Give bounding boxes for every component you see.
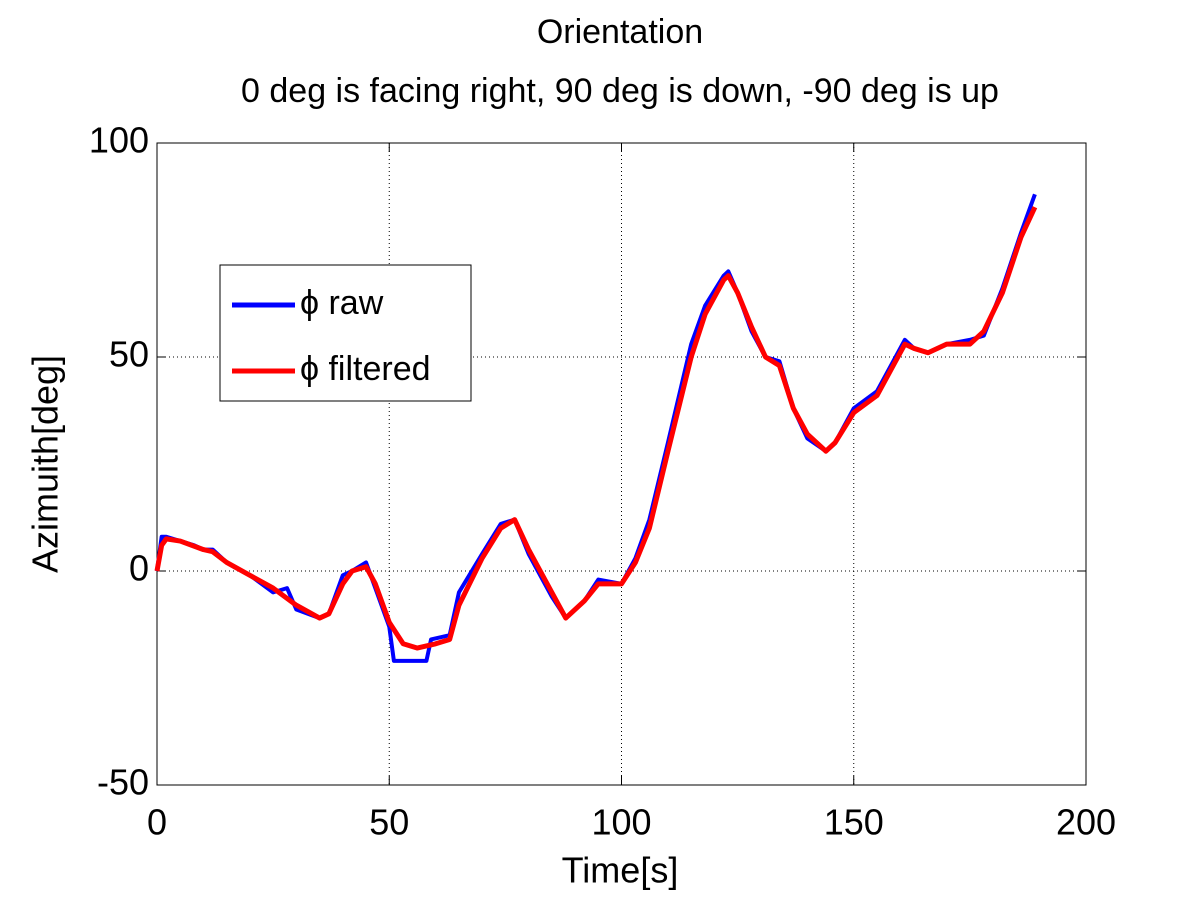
plot-frame [156, 142, 1087, 786]
y-tick-label: -50 [97, 762, 149, 803]
legend-label: ϕ filtered [300, 350, 431, 388]
y-axis-label: Azimuith[deg] [25, 355, 66, 573]
x-tick-label: 200 [1056, 802, 1116, 843]
chart-title: Orientation [537, 13, 703, 51]
x-tick-label: 50 [369, 802, 409, 843]
x-tick-label: 150 [824, 802, 884, 843]
x-tick-label: 100 [591, 802, 651, 843]
legend: ϕ raw ϕ filtered [219, 264, 472, 402]
legend-label: ϕ raw [300, 284, 384, 322]
y-tick-label: 100 [89, 120, 149, 161]
y-tick-label: 0 [129, 548, 149, 589]
legend-box [219, 264, 472, 402]
data-line [154, 206, 1038, 651]
y-tick-label: 50 [109, 334, 149, 375]
x-tick-label: 0 [147, 802, 167, 843]
chart-subtitle: 0 deg is facing right, 90 deg is down, -… [241, 72, 999, 110]
x-axis-label: Time[s] [562, 850, 679, 891]
